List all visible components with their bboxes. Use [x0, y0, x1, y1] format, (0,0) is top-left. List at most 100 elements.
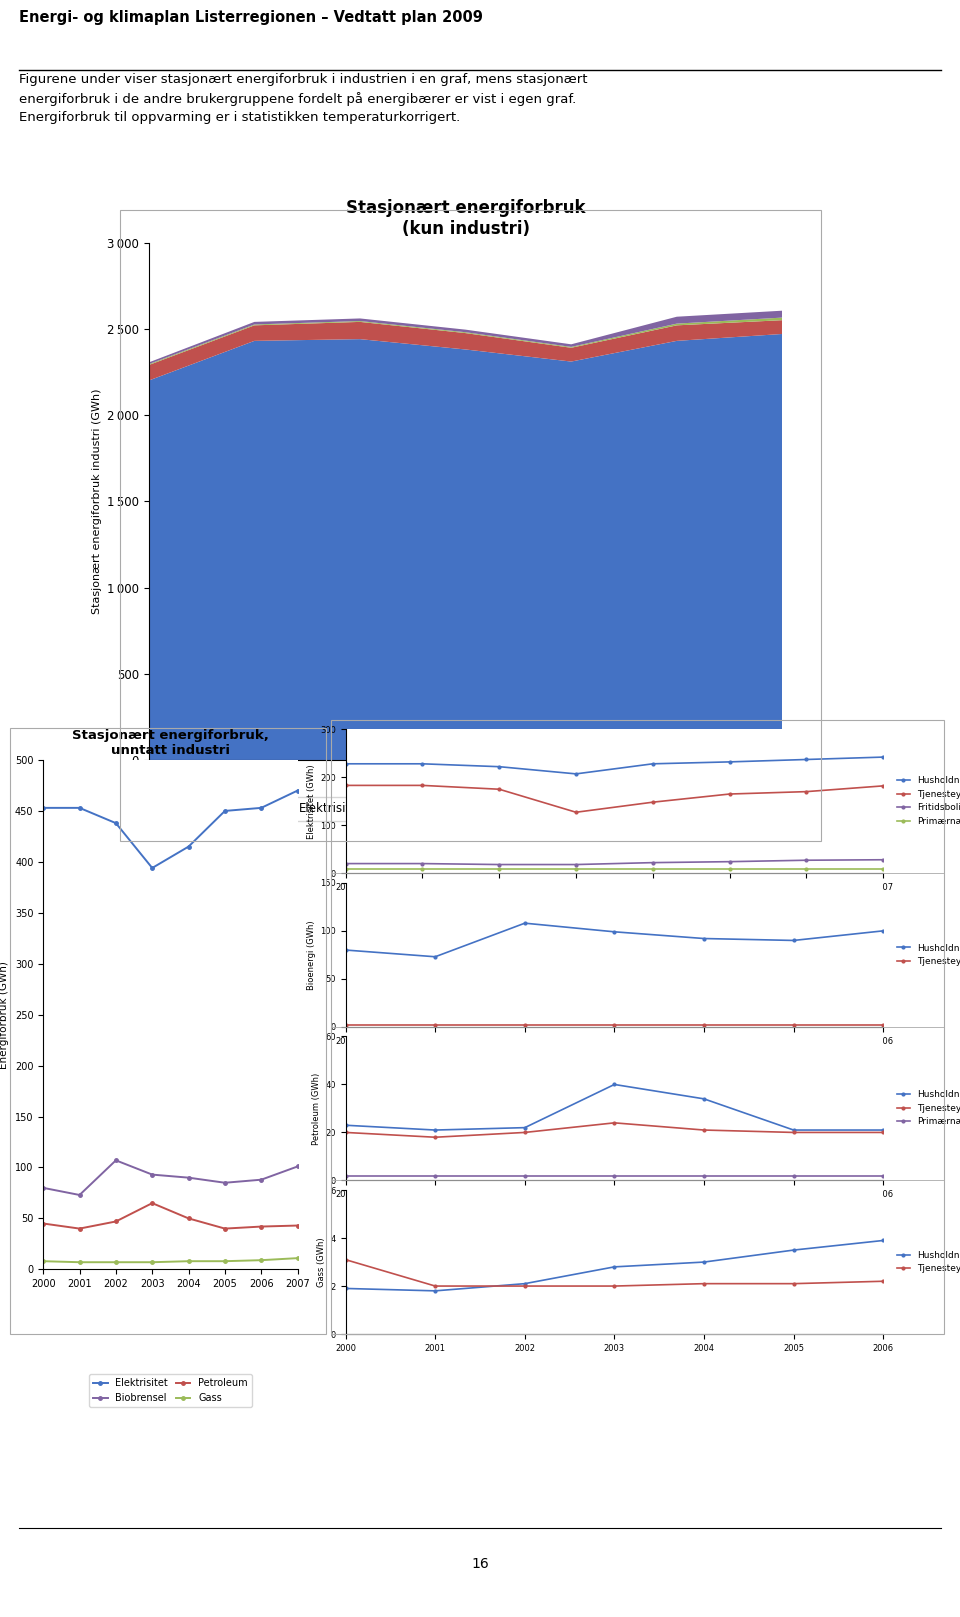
Line: Husholdninger: Husholdninger	[345, 1083, 884, 1132]
Husholdninger	[877, 747, 889, 766]
Text: Figurene under viser stasjonært energiforbruk i industrien i en graf, mens stasj: Figurene under viser stasjonært energifo…	[19, 73, 588, 125]
Tjenesteyting	[429, 1127, 441, 1146]
Tjenesteyting	[417, 776, 428, 796]
Tjenesteyting	[519, 1015, 531, 1035]
Husholdninger	[788, 1240, 800, 1260]
Primærnærminger	[698, 1166, 709, 1185]
Biobrensel	[292, 1156, 303, 1176]
Tjenesteyting	[429, 1276, 441, 1295]
Tjenesteyting	[340, 1015, 351, 1035]
Husholdninger	[417, 754, 428, 773]
Line: Petroleum: Petroleum	[41, 1201, 300, 1231]
Husholdninger	[724, 752, 735, 771]
Elektrisitet	[74, 799, 85, 818]
Primærnærminger	[609, 1166, 620, 1185]
Biobrensel	[37, 1179, 49, 1198]
Line: Fritidsboliger: Fritidsboliger	[345, 859, 884, 867]
Petroleum	[292, 1216, 303, 1235]
Tjenesteyting	[519, 1122, 531, 1142]
Gass	[292, 1248, 303, 1268]
Elektrisitet	[255, 799, 267, 818]
Husholdninger	[877, 922, 889, 941]
Tjenesteyting	[877, 1122, 889, 1142]
Petroleum	[182, 1210, 194, 1229]
Text: 16: 16	[471, 1557, 489, 1572]
Husholdninger	[570, 765, 582, 784]
Elektrisitet	[219, 800, 230, 820]
Primærnærminger	[801, 860, 812, 880]
Y-axis label: Stasjonært energiforbruk industri (GWh): Stasjonært energiforbruk industri (GWh)	[91, 388, 102, 614]
Tjenesteyting	[609, 1276, 620, 1295]
Husholdninger	[877, 1121, 889, 1140]
Tjenesteyting	[340, 1250, 351, 1269]
Legend: Husholdninger, Tjenesteyting, Fritidsboliger, Primærnærminger: Husholdninger, Tjenesteyting, Fritidsbol…	[893, 773, 960, 830]
Tjenesteyting	[698, 1121, 709, 1140]
Fritidsboliger	[417, 854, 428, 873]
Husholdninger	[609, 1256, 620, 1276]
Husholdninger	[647, 754, 659, 773]
Tjenesteyting	[877, 1015, 889, 1035]
Y-axis label: Petroleum (GWh): Petroleum (GWh)	[312, 1072, 321, 1145]
Husholdninger	[429, 1121, 441, 1140]
Tjenesteyting	[788, 1274, 800, 1294]
Husholdninger	[519, 914, 531, 933]
Petroleum	[219, 1219, 230, 1239]
Tjenesteyting	[519, 1276, 531, 1295]
Tjenesteyting	[698, 1274, 709, 1294]
Biobrensel	[147, 1164, 158, 1184]
Tjenesteyting	[609, 1112, 620, 1132]
Elektrisitet	[292, 781, 303, 800]
Gass	[182, 1252, 194, 1271]
Biobrensel	[74, 1185, 85, 1205]
Tjenesteyting	[877, 1271, 889, 1290]
Petroleum	[147, 1193, 158, 1213]
Line: Primærnærminger: Primærnærminger	[345, 1174, 884, 1177]
Husholdninger	[340, 1279, 351, 1298]
Legend: Husholdninger, Tjenesteyting: Husholdninger, Tjenesteyting	[893, 1247, 960, 1277]
Text: Energi- og klimaplan Listerregionen – Vedtatt plan 2009: Energi- og klimaplan Listerregionen – Ve…	[19, 10, 483, 24]
Tjenesteyting	[788, 1015, 800, 1035]
Tjenesteyting	[429, 1015, 441, 1035]
Husholdninger	[429, 1281, 441, 1300]
Petroleum	[110, 1211, 122, 1231]
Line: Husholdninger: Husholdninger	[345, 755, 884, 775]
Elektrisitet	[110, 813, 122, 833]
Husholdninger	[340, 941, 351, 960]
Husholdninger	[519, 1117, 531, 1137]
Primærnærminger	[877, 860, 889, 880]
Husholdninger	[698, 1252, 709, 1271]
Y-axis label: Elektrisitet (GWh): Elektrisitet (GWh)	[307, 763, 316, 839]
Husholdninger	[788, 931, 800, 951]
Husholdninger	[493, 757, 505, 776]
Husholdninger	[340, 754, 351, 773]
Petroleum	[37, 1214, 49, 1234]
Tjenesteyting	[340, 1122, 351, 1142]
Title: Stasjonært energiforbruk
(kun industri): Stasjonært energiforbruk (kun industri)	[346, 199, 586, 238]
Primærnærminger	[570, 860, 582, 880]
Fritidsboliger	[724, 852, 735, 872]
Biobrensel	[219, 1172, 230, 1192]
Legend: Elektrisitet, Petroleum, Gass, Biobrensel: Elektrisitet, Petroleum, Gass, Biobrense…	[270, 797, 661, 821]
Line: Tjenesteyting: Tjenesteyting	[345, 1258, 884, 1287]
Husholdninger	[698, 1090, 709, 1109]
Husholdninger	[609, 922, 620, 941]
Legend: Husholdninger, Tjenesteyting, Primærnærminger: Husholdninger, Tjenesteyting, Primærnærm…	[893, 1087, 960, 1130]
Primærnærminger	[417, 860, 428, 880]
Husholdninger	[877, 1231, 889, 1250]
Tjenesteyting	[788, 1122, 800, 1142]
Primærnærminger	[788, 1166, 800, 1185]
Line: Tjenesteyting: Tjenesteyting	[345, 1122, 884, 1138]
Fritidsboliger	[570, 855, 582, 875]
Husholdninger	[429, 948, 441, 967]
Line: Primærnærminger: Primærnærminger	[345, 868, 884, 870]
Tjenesteyting	[340, 776, 351, 796]
Husholdninger	[609, 1075, 620, 1095]
Biobrensel	[182, 1167, 194, 1187]
Husholdninger	[788, 1121, 800, 1140]
Fritidsboliger	[877, 851, 889, 870]
Fritidsboliger	[647, 852, 659, 872]
Legend: Elektrisitet, Biobrensel, Petroleum, Gass: Elektrisitet, Biobrensel, Petroleum, Gas…	[89, 1374, 252, 1407]
Primærnærminger	[429, 1166, 441, 1185]
Primærnærminger	[493, 860, 505, 880]
Tjenesteyting	[570, 802, 582, 821]
